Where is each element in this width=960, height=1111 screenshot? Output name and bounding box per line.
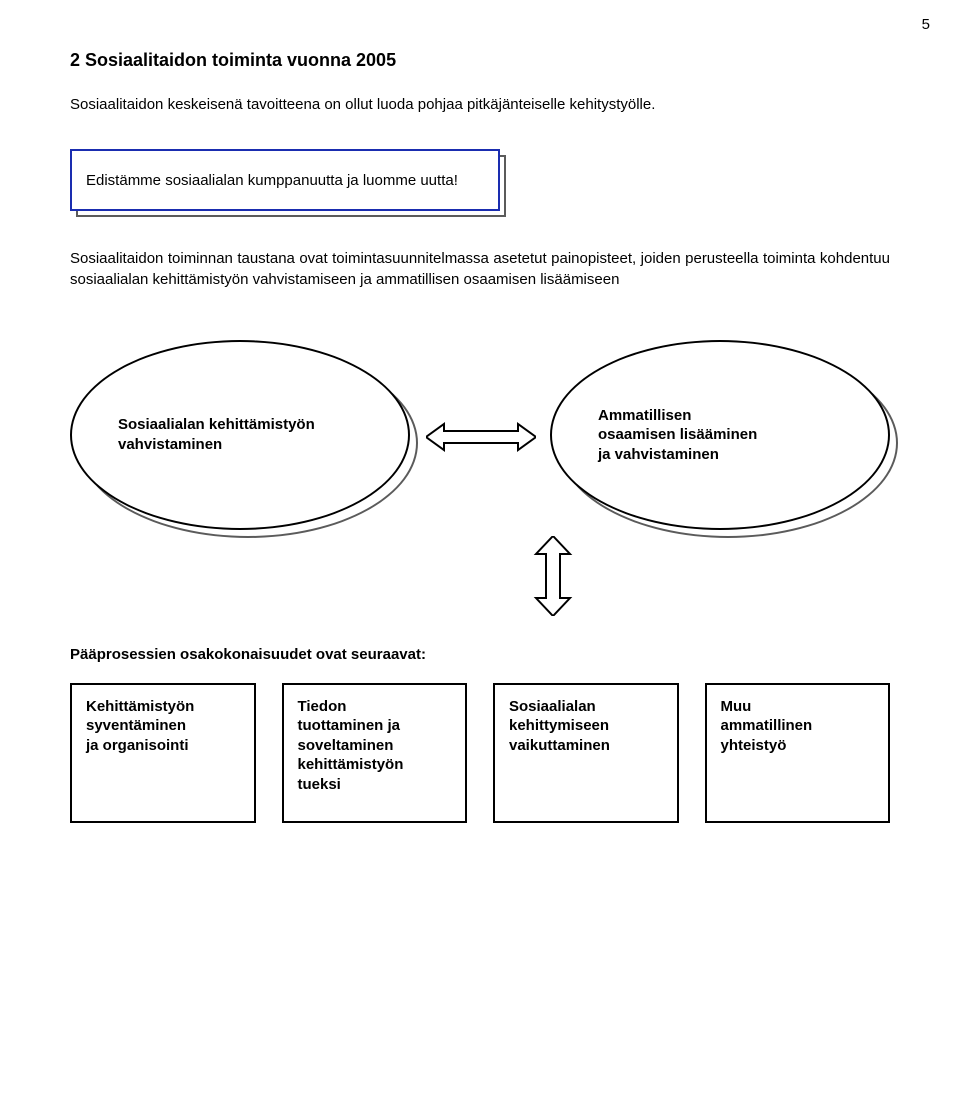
motto-box: Edistämme sosiaalialan kumppanuutta ja l… [70, 149, 500, 211]
process-box-4-text: Muu ammatillinen yhteistyö [721, 697, 875, 756]
ellipse-right-text: Ammatillisen osaamisen lisääminen ja vah… [598, 406, 757, 465]
boxes-row: Kehittämistyön syventäminen ja organisoi… [70, 683, 890, 823]
ellipse-right: Ammatillisen osaamisen lisääminen ja vah… [550, 340, 890, 530]
process-box-2-text: Tiedon tuottaminen ja soveltaminen kehit… [298, 697, 452, 795]
double-arrow-horizontal-icon [426, 420, 536, 454]
page-number: 5 [922, 16, 930, 33]
boxes-heading: Pääprosessien osakokonaisuudet ovat seur… [70, 646, 890, 663]
ellipse-left: Sosiaalialan kehittämistyön vahvistamine… [70, 340, 410, 530]
intro-paragraph: Sosiaalitaidon keskeisenä tavoitteena on… [70, 95, 890, 115]
description-paragraph: Sosiaalitaidon toiminnan taustana ovat t… [70, 249, 890, 290]
motto-text: Edistämme sosiaalialan kumppanuutta ja l… [86, 172, 458, 189]
section-heading: 2 Sosiaalitaidon toiminta vuonna 2005 [70, 50, 890, 71]
process-box-1-text: Kehittämistyön syventäminen ja organisoi… [86, 697, 240, 756]
process-box-3: Sosiaalialan kehittymiseen vaikuttaminen [493, 683, 679, 823]
double-arrow-vertical-icon [530, 536, 576, 616]
process-box-3-text: Sosiaalialan kehittymiseen vaikuttaminen [509, 697, 663, 756]
motto-box-front: Edistämme sosiaalialan kumppanuutta ja l… [70, 149, 500, 211]
page: 5 2 Sosiaalitaidon toiminta vuonna 2005 … [0, 0, 960, 1111]
process-box-2: Tiedon tuottaminen ja soveltaminen kehit… [282, 683, 468, 823]
process-box-4: Muu ammatillinen yhteistyö [705, 683, 891, 823]
ellipse-left-text: Sosiaalialan kehittämistyön vahvistamine… [118, 415, 315, 454]
ellipse-left-front: Sosiaalialan kehittämistyön vahvistamine… [70, 340, 410, 530]
ellipse-diagram: Sosiaalialan kehittämistyön vahvistamine… [70, 330, 890, 590]
process-box-1: Kehittämistyön syventäminen ja organisoi… [70, 683, 256, 823]
ellipse-right-front: Ammatillisen osaamisen lisääminen ja vah… [550, 340, 890, 530]
